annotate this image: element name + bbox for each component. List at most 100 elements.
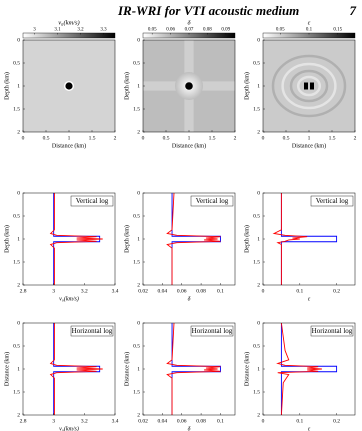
x-tick-label: 0.08 xyxy=(196,288,206,294)
y-axis-label: Distance (km) xyxy=(123,352,130,386)
y-tick-label: 1 xyxy=(17,83,20,89)
annotation: Horizontal log xyxy=(312,327,353,335)
x-tick-label: 0 xyxy=(262,135,265,141)
y-axis-label: Distance (km) xyxy=(243,352,250,386)
x-tick-label: 2 xyxy=(234,135,237,141)
panel: Horizontal log 2.8 3 3.2 3.4 0 0.5 1 1.5 2 v₀(km/s… xyxy=(3,320,118,431)
x-tick-label: 0.1 xyxy=(217,418,224,424)
y-tick-label: 2 xyxy=(137,412,140,418)
y-axis-label: Distance (km) xyxy=(3,352,10,386)
x-tick-label: 0.5 xyxy=(163,135,170,141)
annotation-box xyxy=(310,325,354,337)
y-tick-label: 0 xyxy=(257,37,260,43)
panel: 3 3.1 3.2 3.3v₀(km/s)0 0.5 1 1.5 200.511.52Dist… xyxy=(3,19,116,149)
annotation-box xyxy=(190,325,234,337)
y-tick-label: 2 xyxy=(17,129,20,135)
colorbar-tick-label: 0.09 xyxy=(221,28,230,33)
y-tick-label: 0 xyxy=(17,320,20,326)
y-axis-label: Depth (km) xyxy=(243,72,250,100)
x-tick-label: 0.5 xyxy=(43,135,50,141)
y-axis-label: Depth (km) xyxy=(123,72,130,100)
colorbar-tick-label: 3.1 xyxy=(54,28,61,33)
y-axis-label: Depth (km) xyxy=(3,225,10,253)
colorbar-label: v₀(km/s) xyxy=(58,19,79,26)
x-tick-label: 3.2 xyxy=(81,418,88,424)
y-axis-label: Depth (km) xyxy=(243,225,250,253)
colorbar-tick-label: 0.05 xyxy=(148,28,157,33)
x-tick-label: 0.02 xyxy=(138,288,148,294)
y-tick-label: 0 xyxy=(257,190,260,196)
y-tick-label: 1.5 xyxy=(13,259,20,265)
x-axis-label: Distance (km) xyxy=(172,142,206,149)
y-tick-label: 2 xyxy=(17,412,20,418)
axes-frame xyxy=(262,192,356,286)
x-tick-label: 1.5 xyxy=(209,135,216,141)
y-tick-label: 0.5 xyxy=(253,343,260,349)
y-tick-label: 0 xyxy=(137,190,140,196)
panel: Horizontal log 0.02 0.04 0.06 0.08 0.1 0 0.5 1 1.… xyxy=(123,320,236,431)
annotation: Horizontal log xyxy=(72,327,113,335)
panel: Horizontal log 0 0.1 0.2 0 0.5 1 1.5 2 ε Distance … xyxy=(243,320,356,431)
y-tick-label: 0 xyxy=(137,320,140,326)
x-axis-label: δ xyxy=(188,296,191,302)
y-tick-label: 1 xyxy=(17,236,20,242)
y-tick-label: 2 xyxy=(257,282,260,288)
x-tick-label: 3 xyxy=(52,288,55,294)
x-tick-label: 3 xyxy=(52,418,55,424)
x-tick-label: 0 xyxy=(22,135,25,141)
colorbar-tick-label: 0.06 xyxy=(166,28,175,33)
x-tick-label: 0.02 xyxy=(138,418,148,424)
y-tick-label: 1 xyxy=(17,366,20,372)
log-curve xyxy=(49,323,103,415)
y-tick-label: 2 xyxy=(257,412,260,418)
axes-frame xyxy=(142,192,236,286)
y-tick-label: 0.5 xyxy=(253,60,260,66)
ripple xyxy=(296,75,322,97)
ripple xyxy=(289,69,329,103)
annotation-box xyxy=(310,195,354,207)
x-tick-label: 2 xyxy=(354,135,357,141)
x-tick-label: 0 xyxy=(262,288,265,294)
y-tick-label: 0.5 xyxy=(133,343,140,349)
axes-frame xyxy=(142,322,236,416)
log-curve xyxy=(280,323,338,415)
running-title: IR-WRI for VTI acoustic medium xyxy=(117,3,299,18)
colorbar-tick-label: 3.2 xyxy=(77,28,84,33)
x-tick-label: 1.5 xyxy=(329,135,336,141)
ripple xyxy=(271,54,347,118)
log-curve xyxy=(166,322,221,415)
colorbar-tick-label: 0.15 xyxy=(333,28,342,33)
y-axis-label: Depth (km) xyxy=(123,225,130,253)
y-tick-label: 0.5 xyxy=(253,213,260,219)
x-tick-label: 2 xyxy=(114,135,117,141)
y-tick-label: 1.5 xyxy=(13,106,20,112)
x-tick-label: 0 xyxy=(142,135,145,141)
anomaly xyxy=(310,82,314,90)
annotation: Vertical log xyxy=(196,197,229,205)
y-tick-label: 0.5 xyxy=(13,60,20,66)
axes-frame xyxy=(262,322,356,416)
x-axis-label: δ xyxy=(188,426,191,431)
x-tick-label: 2.8 xyxy=(20,418,27,424)
x-axis-label: Distance (km) xyxy=(52,142,86,149)
anomaly xyxy=(65,82,73,90)
log-curve xyxy=(272,193,308,285)
x-tick-label: 0.1 xyxy=(296,418,303,424)
y-tick-label: 1.5 xyxy=(253,389,260,395)
image-bg xyxy=(263,40,355,132)
annotation-box xyxy=(70,195,114,207)
y-tick-label: 1.5 xyxy=(133,106,140,112)
annotation: Vertical log xyxy=(76,197,109,205)
annotation-box xyxy=(190,195,234,207)
colorbar-tick-label: 0.08 xyxy=(203,28,212,33)
x-tick-label: 1 xyxy=(188,135,191,141)
log-curve xyxy=(280,193,338,285)
x-axis-label: Distance (km) xyxy=(292,142,326,149)
x-tick-label: 0 xyxy=(262,418,265,424)
log-curve xyxy=(276,322,322,416)
y-tick-label: 2 xyxy=(257,129,260,135)
log-curve xyxy=(166,192,221,285)
anomaly xyxy=(185,82,193,90)
annotation-box xyxy=(70,325,114,337)
